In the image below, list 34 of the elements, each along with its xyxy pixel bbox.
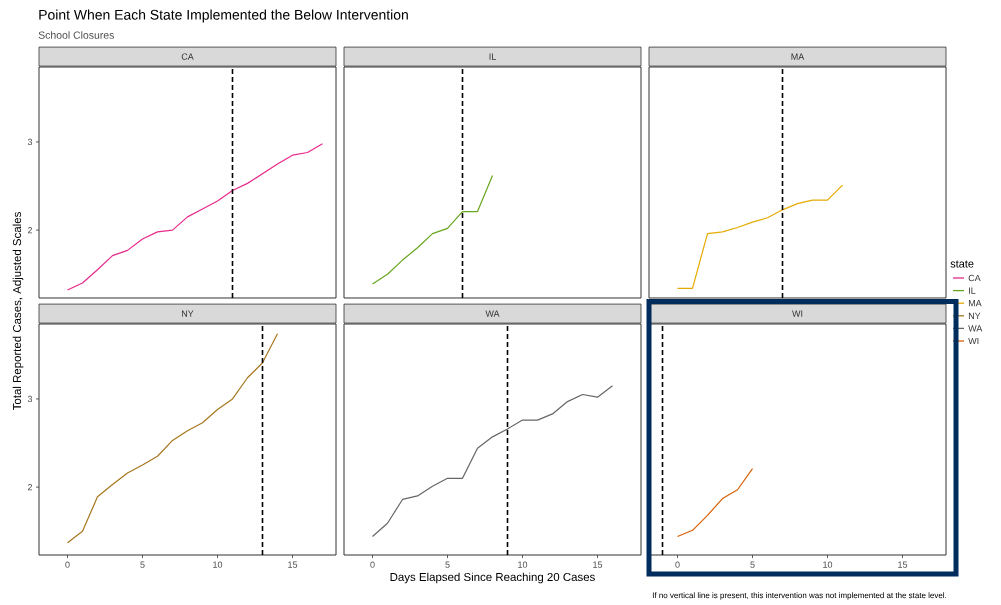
x-tick-label: 0 (65, 561, 70, 568)
legend-label: NY (968, 312, 981, 319)
x-tick-label: 10 (213, 561, 223, 568)
text: Point When Each State Implemented the Below Intervention (39, 9, 408, 23)
line-series (66, 333, 279, 544)
text: School Closures (38, 31, 114, 39)
x-tick-label: 15 (593, 561, 603, 568)
x-tick-label: 10 (823, 561, 833, 568)
chart-title: IL (489, 53, 496, 60)
x-tick-label: 15 (288, 561, 298, 568)
x-tick-label: 0 (370, 561, 375, 568)
y-tick-label: 3 (27, 395, 33, 403)
x-tick-label: 5 (445, 561, 450, 568)
x-axis-title: Days Elapsed Since Reaching 20 Cases (390, 572, 595, 584)
chart-title: NY (182, 310, 194, 317)
legend-label: MA (968, 300, 982, 307)
legend-label: IL (969, 287, 976, 294)
y-axis-title: Total Reported Cases, Adjusted Scales (12, 212, 24, 411)
chart-title: WA (485, 310, 500, 317)
y-tick-label: 3 (27, 138, 33, 146)
chart-title: MA (791, 53, 805, 60)
x-tick-label: 15 (898, 561, 908, 568)
chart-title: WI (792, 310, 803, 317)
legend-title: state (950, 260, 974, 268)
y-tick-label: 2 (27, 483, 33, 491)
legend-label: CA (968, 274, 981, 282)
legend-label: WA (968, 325, 983, 332)
y-tick-label: 2 (27, 226, 33, 234)
legend-label: WI (968, 337, 979, 345)
x-tick-label: 10 (518, 561, 528, 568)
x-tick-label: 0 (675, 561, 680, 568)
x-tick-label: 5 (140, 561, 145, 568)
x-tick-label: 5 (750, 561, 755, 568)
chart-title: CA (181, 53, 194, 60)
